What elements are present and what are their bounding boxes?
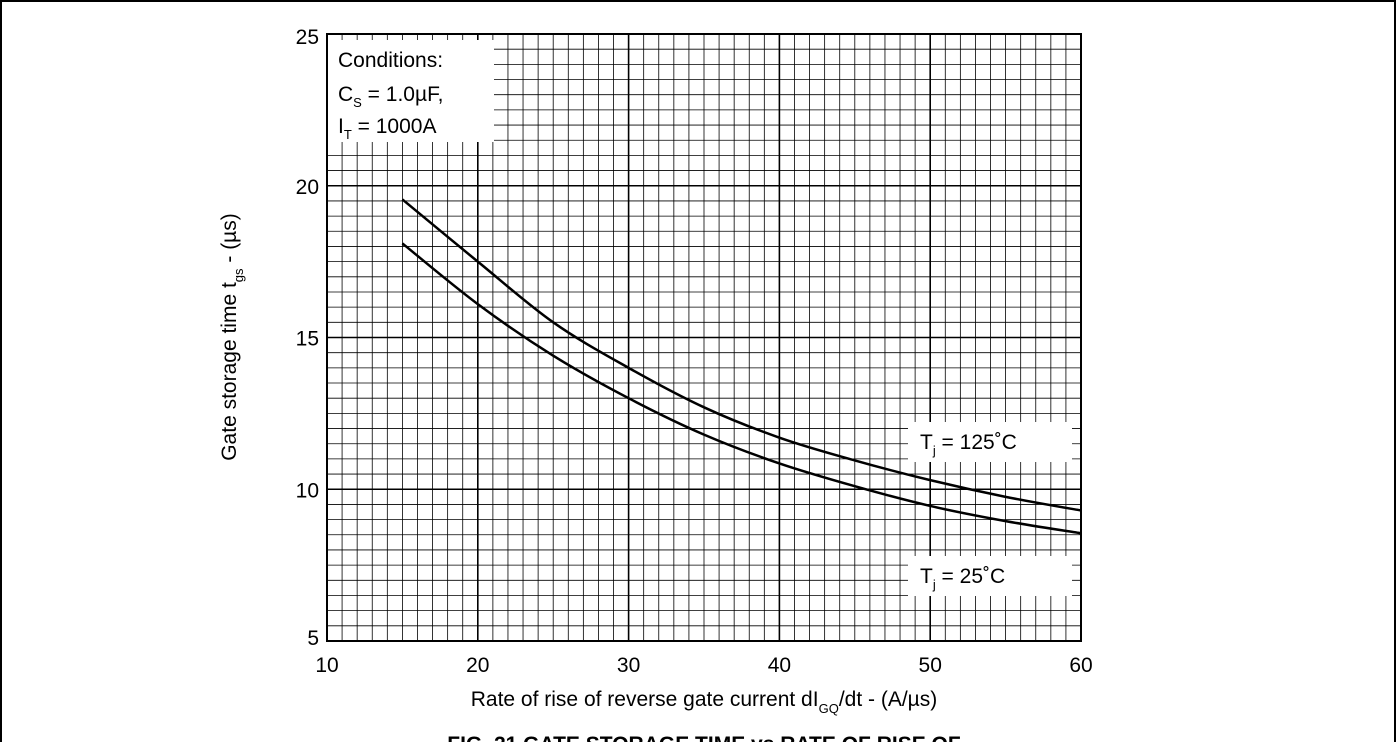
x-axis-label: Rate of rise of reverse gate current dIG… — [471, 688, 938, 716]
figure-caption: FIG. 21 GATE STORAGE TIME vs RATE OF RIS… — [447, 733, 961, 742]
y-tick-labels: 5 10 15 20 25 — [296, 26, 319, 650]
x-tick-labels: 10 20 30 40 50 60 — [315, 654, 1092, 677]
y-tick-label: 5 — [307, 627, 319, 650]
x-tick-label: 20 — [466, 654, 489, 677]
x-tick-label: 60 — [1069, 654, 1092, 677]
x-tick-label: 50 — [919, 654, 942, 677]
conditions-box: Conditions: CS = 1.0µF, IT = 1000A — [328, 40, 494, 142]
y-tick-label: 15 — [296, 328, 319, 351]
series-label-125c: Tj = 125˚C — [908, 422, 1072, 462]
conditions-title: Conditions: — [338, 49, 443, 72]
series-label-25c: Tj = 25˚C — [908, 556, 1072, 596]
conditions-current: IT = 1000A — [338, 115, 436, 142]
y-tick-label: 10 — [296, 479, 319, 502]
x-tick-label: 40 — [768, 654, 791, 677]
svg-text:Tj = 25˚C: Tj = 25˚C — [920, 565, 1005, 592]
y-axis-label: Gate storage time tgs - (µs) — [218, 213, 246, 461]
y-tick-label: 20 — [296, 176, 319, 199]
x-tick-label: 10 — [315, 654, 338, 677]
x-tick-label: 30 — [617, 654, 640, 677]
y-tick-label: 25 — [296, 26, 319, 49]
series-layer — [402, 199, 1081, 533]
